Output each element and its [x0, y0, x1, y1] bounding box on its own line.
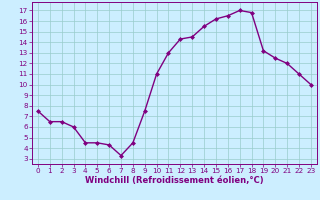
- X-axis label: Windchill (Refroidissement éolien,°C): Windchill (Refroidissement éolien,°C): [85, 176, 264, 185]
